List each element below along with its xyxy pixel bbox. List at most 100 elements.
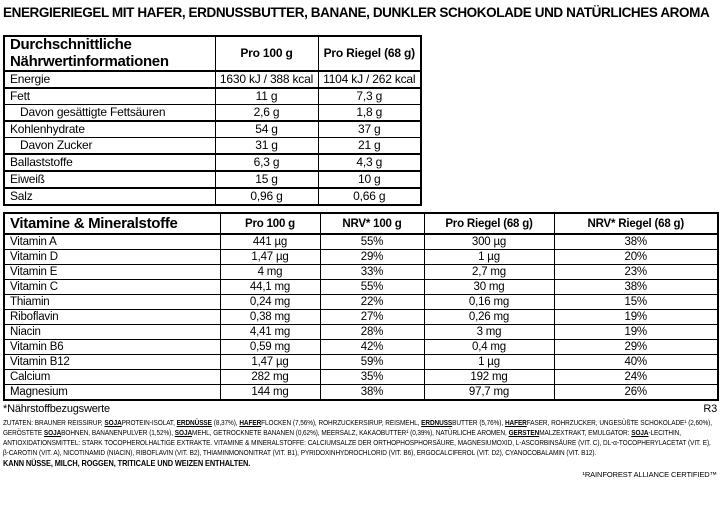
vitamin-nrv-per-100g: 28% <box>319 324 425 340</box>
vitamin-nrv-per-bar: 38% <box>553 233 719 250</box>
vitamin-nrv-per-bar: 29% <box>553 339 719 355</box>
nutrient-value-per-100g: 0,96 g <box>214 187 319 206</box>
vitamin-nrv-per-100g: 27% <box>319 309 425 325</box>
vitamin-nrv-per-bar: 24% <box>553 369 719 385</box>
vitamins-col-per-bar: Pro Riegel (68 g) <box>423 212 555 235</box>
vitamin-value-per-100g: 0,59 mg <box>219 339 321 355</box>
nutrition-table-row: Salz 0,96 g 0,66 g <box>3 187 422 206</box>
vitamin-value-per-bar: 2,7 mg <box>423 264 555 280</box>
nutrition-table-body: Energie 1630 kJ / 388 kcal 1104 kJ / 262 k… <box>3 70 422 206</box>
nutrition-col-per-bar: Pro Riegel (68 g) <box>317 35 422 72</box>
nutrient-value-per-bar: 21 g <box>317 137 422 155</box>
nutrient-value-per-bar: 1104 kJ / 262 kcal <box>317 70 422 89</box>
nutrient-label: Davon gesättigte Fettsäuren <box>3 104 216 122</box>
vitamin-value-per-bar: 0,16 mg <box>423 294 555 310</box>
allergen-term: HAFER <box>239 418 262 427</box>
nutrient-value-per-100g: 54 g <box>214 120 319 138</box>
vitamin-nrv-per-100g: 42% <box>319 339 425 355</box>
vitamin-label: Vitamin A <box>3 233 221 250</box>
vitamins-table-row: Vitamin A 441 µg 55% 300 µg 38% <box>3 233 719 250</box>
vitamins-table-body: Vitamin A 441 µg 55% 300 µg 38% Vitamin D 1,47… <box>3 233 719 401</box>
vitamins-table-title: Vitamine & Mineralstoffe <box>3 212 221 235</box>
vitamins-table-row: Vitamin B12 1,47 µg 59% 1 µg 40% <box>3 354 719 370</box>
nutrition-table-row: Davon gesättigte Fettsäuren 2,6 g 1,8 g <box>3 104 422 122</box>
vitamin-label: Vitamin D <box>3 249 221 265</box>
vitamin-value-per-100g: 44,1 mg <box>219 279 321 295</box>
vitamin-nrv-per-100g: 22% <box>319 294 425 310</box>
nutrient-value-per-100g: 15 g <box>214 170 319 189</box>
nutrient-label: Salz <box>3 187 216 206</box>
allergen-term: HAFER <box>504 418 527 427</box>
vitamin-value-per-bar: 30 mg <box>423 279 555 295</box>
vitamin-label: Vitamin E <box>3 264 221 280</box>
allergen-term: ERDNÜSSE <box>176 418 212 427</box>
vitamin-value-per-bar: 1 µg <box>423 249 555 265</box>
vitamins-table-row: Thiamin 0,24 mg 22% 0,16 mg 15% <box>3 294 719 310</box>
batch-code: R3 <box>703 403 717 415</box>
vitamin-label: Calcium <box>3 369 221 385</box>
nutrient-value-per-100g: 31 g <box>214 137 319 155</box>
footnote-row: *Nährstoffbezugswerte R3 <box>3 403 717 415</box>
vitamin-nrv-per-100g: 38% <box>319 384 425 401</box>
nutrient-label: Fett <box>3 87 216 105</box>
nutrient-value-per-bar: 10 g <box>317 170 422 189</box>
allergen-term: GERSTEN <box>508 428 540 437</box>
nutrition-table-header-row: Durchschnittliche Nährwertinformationen … <box>3 35 422 72</box>
nutrition-table-row: Energie 1630 kJ / 388 kcal 1104 kJ / 262 k… <box>3 70 422 89</box>
nutrient-value-per-100g: 2,6 g <box>214 104 319 122</box>
vitamin-value-per-100g: 1,47 µg <box>219 354 321 370</box>
page-title: ENERGIERIEGEL MIT HAFER, ERDNUSSBUTTER, … <box>3 5 710 20</box>
vitamin-value-per-100g: 0,38 mg <box>219 309 321 325</box>
vitamins-col-nrv-100g: NRV* 100 g <box>319 212 425 235</box>
vitamin-nrv-per-bar: 15% <box>553 294 719 310</box>
nutrient-value-per-100g: 11 g <box>214 87 319 105</box>
allergen-term: SOJA <box>174 428 193 437</box>
vitamins-table-row: Riboflavin 0,38 mg 27% 0,26 mg 19% <box>3 309 719 325</box>
vitamins-table: Vitamine & Mineralstoffe Pro 100 g NRV* … <box>3 212 719 401</box>
nrv-footnote: *Nährstoffbezugswerte <box>3 403 110 415</box>
vitamin-value-per-bar: 1 µg <box>423 354 555 370</box>
vitamin-value-per-100g: 441 µg <box>219 233 321 250</box>
vitamin-value-per-100g: 4 mg <box>219 264 321 280</box>
vitamin-nrv-per-100g: 33% <box>319 264 425 280</box>
nutrient-value-per-bar: 0,66 g <box>317 187 422 206</box>
nutrient-value-per-100g: 1630 kJ / 388 kcal <box>214 70 319 89</box>
nutrition-table-row: Ballaststoffe 6,3 g 4,3 g <box>3 153 422 172</box>
vitamins-table-row: Magnesium 144 mg 38% 97,7 mg 26% <box>3 384 719 401</box>
allergen-statement: KANN NÜSSE, MILCH, ROGGEN, TRITICALE UND… <box>3 459 251 468</box>
vitamin-nrv-per-100g: 59% <box>319 354 425 370</box>
ingredient-text: FLOCKEN (7,56%), ROHRZUCKERSIRUP, REISME… <box>261 418 422 427</box>
nutrient-label: Kohlenhydrate <box>3 120 216 138</box>
vitamin-value-per-bar: 3 mg <box>423 324 555 340</box>
allergen-term: SOJA <box>43 428 62 437</box>
vitamins-table-row: Niacin 4,41 mg 28% 3 mg 19% <box>3 324 719 340</box>
vitamin-nrv-per-bar: 40% <box>553 354 719 370</box>
ingredient-text: FASER, ROHRZUCKER, UNGESÜßTE SCHOKOLADE¹… <box>3 418 712 437</box>
vitamin-nrv-per-100g: 55% <box>319 279 425 295</box>
nutrition-table-row: Fett 11 g 7,3 g <box>3 87 422 105</box>
ingredient-text: BUTTER (5,76%), <box>452 418 505 427</box>
vitamin-nrv-per-100g: 29% <box>319 249 425 265</box>
nutrient-value-per-bar: 37 g <box>317 120 422 138</box>
nutrient-label: Eiweiß <box>3 170 216 189</box>
ingredient-text: MALZEXTRAKT, EMULGATOR: <box>539 428 632 437</box>
vitamins-table-row: Vitamin C 44,1 mg 55% 30 mg 38% <box>3 279 719 295</box>
vitamin-nrv-per-100g: 55% <box>319 233 425 250</box>
vitamin-value-per-bar: 97,7 mg <box>423 384 555 401</box>
vitamin-label: Thiamin <box>3 294 221 310</box>
nutrition-table: Durchschnittliche Nährwertinformationen … <box>3 35 422 206</box>
allergen-term: ERDNUSS <box>421 418 453 427</box>
ingredient-text: ZUTATEN: BRAUNER REISSIRUP, <box>3 418 105 427</box>
nutrient-value-per-bar: 7,3 g <box>317 87 422 105</box>
ingredient-text: BOHNEN, BANANENPULVER (1,52%), <box>61 428 175 437</box>
vitamin-value-per-100g: 1,47 µg <box>219 249 321 265</box>
vitamin-label: Vitamin B12 <box>3 354 221 370</box>
vitamin-value-per-100g: 282 mg <box>219 369 321 385</box>
vitamins-col-nrv-bar: NRV* Riegel (68 g) <box>553 212 719 235</box>
nutrient-label: Energie <box>3 70 216 89</box>
nutrient-value-per-bar: 4,3 g <box>317 153 422 172</box>
vitamin-label: Niacin <box>3 324 221 340</box>
vitamin-nrv-per-100g: 35% <box>319 369 425 385</box>
vitamin-nrv-per-bar: 19% <box>553 309 719 325</box>
